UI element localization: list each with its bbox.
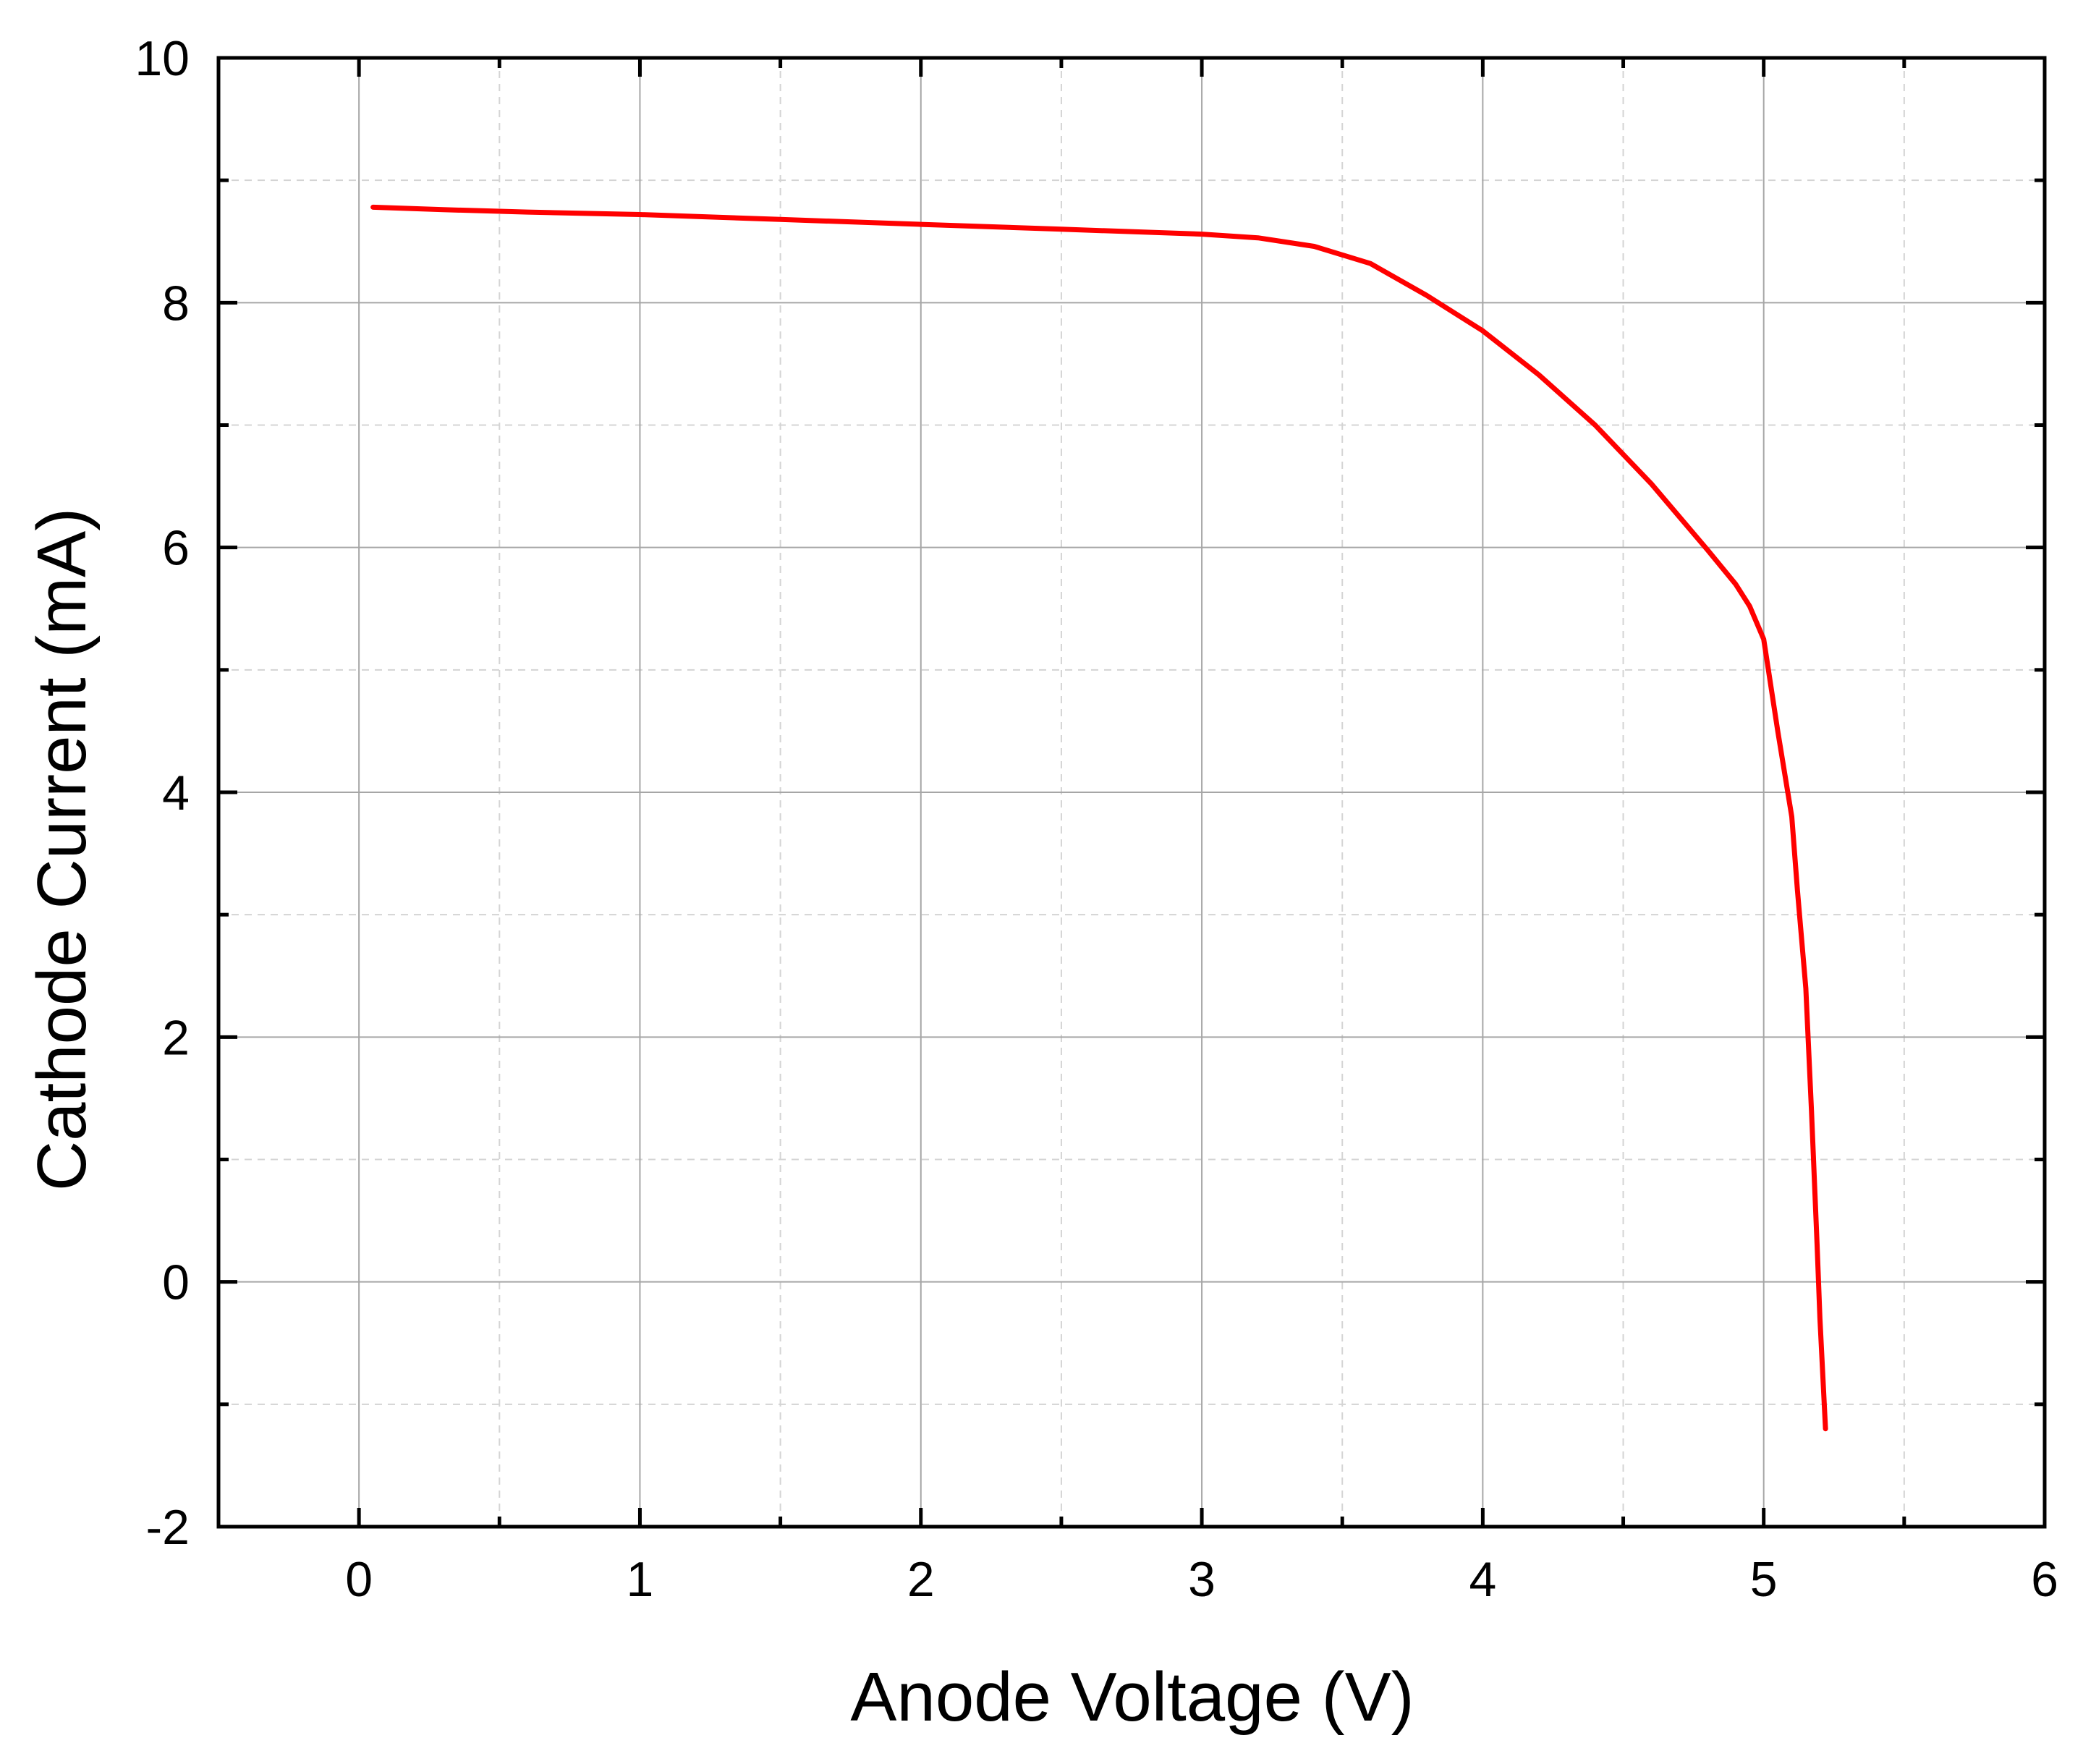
- series-line: [370, 204, 1828, 1432]
- x-tick-label: 3: [1188, 1552, 1216, 1607]
- y-tick-label: 0: [162, 1255, 190, 1310]
- y-tick-label: 8: [162, 276, 190, 331]
- y-tick-labels: -2 0 2 4 6 8 10: [135, 31, 190, 1555]
- y-tick-label: 2: [162, 1010, 190, 1065]
- y-axis-title: Cathode Current (mA): [23, 508, 101, 1191]
- x-tick-labels: 0 1 2 3 4 5 6: [345, 1552, 2058, 1607]
- x-tick-label: 5: [1750, 1552, 1778, 1607]
- tick-marks: [219, 56, 2047, 1529]
- y-tick-label: 4: [162, 766, 190, 820]
- y-tick-label: 10: [135, 31, 190, 86]
- series-layer: [370, 204, 1828, 1432]
- x-tick-label: 6: [2031, 1552, 2058, 1607]
- major-gridlines: [219, 57, 2045, 1527]
- x-tick-label: 0: [345, 1552, 373, 1607]
- y-tick-label: -2: [146, 1500, 190, 1555]
- y-tick-label: 6: [162, 521, 190, 576]
- x-tick-label: 1: [627, 1552, 654, 1607]
- x-tick-label: 2: [907, 1552, 935, 1607]
- x-tick-label: 4: [1469, 1552, 1496, 1607]
- x-axis-title: Anode Voltage (V): [850, 1658, 1414, 1736]
